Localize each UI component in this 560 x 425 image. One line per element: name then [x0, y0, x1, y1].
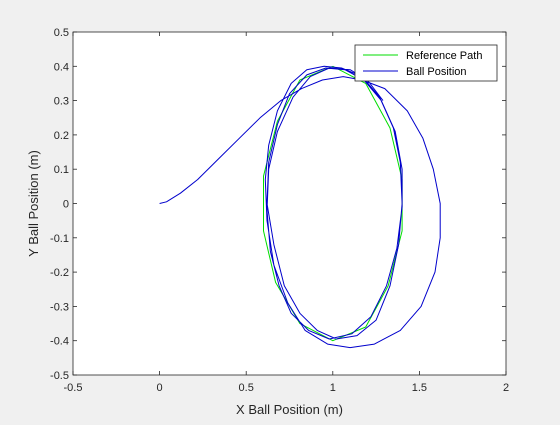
y-tick-label: 0: [63, 199, 69, 211]
legend-label-reference-path: Reference Path: [406, 50, 482, 62]
tick-layer: -0.5 0 0.5 1 1.5 2 -0.5 -0.4 -0.3 -0.2 -0.1 0 0.1 0.2…: [50, 27, 509, 394]
x-tick-label: 0: [157, 382, 163, 394]
x-tick-label: 1: [330, 382, 336, 394]
series-line-reference-path: [263, 65, 403, 342]
series-layer: [159, 65, 441, 349]
legend-label-ball-position: Ball Position: [406, 66, 467, 78]
y-tick-label: 0.5: [54, 27, 69, 39]
x-axis-label: X Ball Position (m): [236, 402, 343, 417]
y-tick-label: 0.4: [54, 61, 69, 73]
y-tick-label: -0.2: [50, 267, 69, 279]
x-tick-label: 0.5: [239, 382, 254, 394]
x-tick-label: 1.5: [412, 382, 427, 394]
y-tick-label: -0.5: [50, 370, 69, 382]
y-tick-label: 0.2: [54, 130, 69, 142]
x-tick-label: 2: [503, 382, 509, 394]
series-line-ball-position: [159, 65, 441, 349]
y-tick-label: 0.3: [54, 96, 69, 108]
legend-box: [354, 44, 498, 82]
y-tick-label: 0.1: [54, 164, 69, 176]
y-tick-label: -0.3: [50, 301, 69, 313]
y-tick-label: -0.1: [50, 233, 69, 245]
legend: Reference Path Ball Position: [354, 44, 498, 82]
plot-area: [73, 32, 506, 375]
y-axis-label: Y Ball Position (m): [26, 150, 41, 257]
x-tick-label: -0.5: [64, 382, 83, 394]
y-tick-label: -0.4: [50, 336, 69, 348]
